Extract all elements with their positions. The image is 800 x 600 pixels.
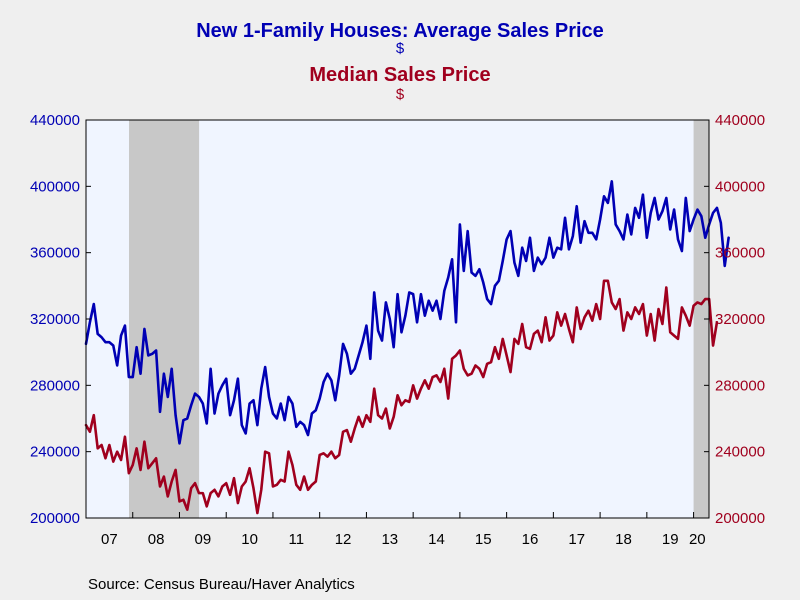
left-ytick-label: 240000 [30,444,80,461]
xtick-label: 07 [101,531,118,548]
xtick-label: 20 [689,531,706,548]
xtick-label: 09 [194,531,211,548]
right-ytick-label: 320000 [715,311,765,328]
xtick-label: 08 [148,531,165,548]
xtick-label: 17 [568,531,585,548]
xtick-label: 18 [615,531,632,548]
xtick-label: 11 [289,531,305,548]
right-ytick-label: 360000 [715,245,765,262]
xtick-label: 16 [522,531,539,548]
source-note: Source: Census Bureau/Haver Analytics [88,576,355,593]
left-ytick-label: 200000 [30,510,80,527]
xtick-label: 12 [335,531,352,548]
xtick-label: 14 [428,531,445,548]
xtick-label: 15 [475,531,492,548]
right-ytick-label: 400000 [715,178,765,195]
chart-subtitle-unit: $ [395,86,405,103]
xtick-label: 19 [662,531,679,548]
chart-title: New 1-Family Houses: Average Sales Price [196,20,604,42]
recession-band-1 [693,120,709,518]
left-ytick-label: 360000 [30,245,80,262]
right-ytick-label: 280000 [715,377,765,394]
xtick-label: 10 [241,531,258,548]
average-price-line [84,180,730,445]
right-ytick-label: 440000 [715,112,765,129]
left-ytick-label: 320000 [30,311,80,328]
xtick-label: 13 [381,531,398,548]
left-ytick-label: 280000 [30,377,80,394]
left-ytick-label: 440000 [30,112,80,129]
recession-band-0 [128,120,200,518]
right-ytick-label: 200000 [715,510,765,527]
chart-subtitle: Median Sales Price [309,64,491,86]
chart-title-unit: $ [395,40,405,57]
left-ytick-label: 400000 [30,178,80,195]
median-price-line [84,279,719,515]
right-ytick-label: 240000 [715,444,765,461]
